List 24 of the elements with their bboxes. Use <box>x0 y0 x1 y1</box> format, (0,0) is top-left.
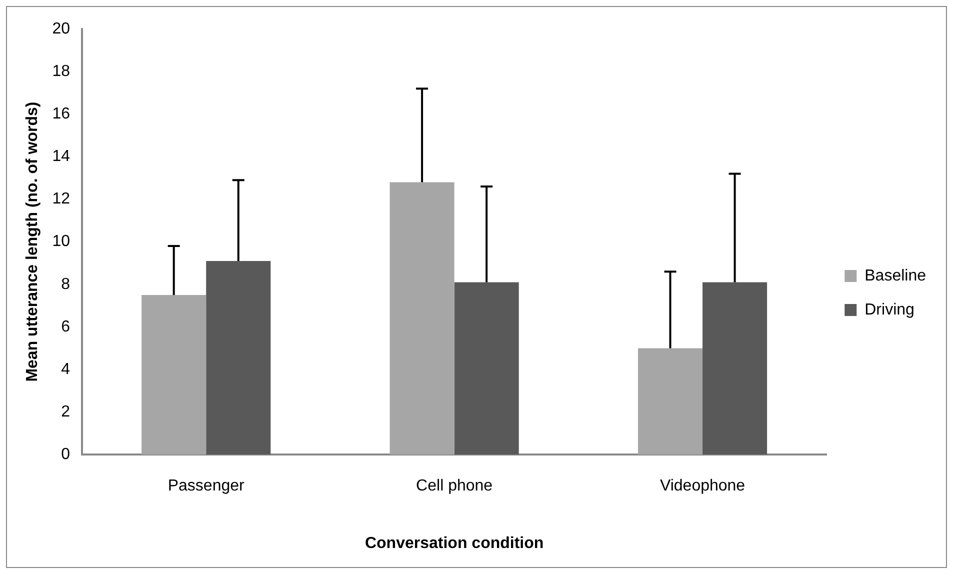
x-tick-label: Cell phone <box>416 478 493 495</box>
legend-label: Baseline <box>864 267 926 284</box>
bar <box>454 282 519 455</box>
x-axis-title: Conversation condition <box>364 534 544 552</box>
x-tick-label: Passenger <box>168 478 246 495</box>
bar <box>142 295 206 455</box>
bar <box>206 260 271 455</box>
bar <box>390 182 454 455</box>
y-tick-label: 8 <box>61 276 70 293</box>
y-tick-label: 6 <box>61 318 70 336</box>
y-tick-label: 10 <box>52 233 70 250</box>
y-tick-label: 4 <box>61 360 70 378</box>
y-tick-label: 0 <box>61 446 70 464</box>
y-axis-title: Mean utterance length (no. of words) <box>24 102 42 382</box>
bar <box>702 282 768 455</box>
y-tick-label: 12 <box>52 190 70 208</box>
bar <box>638 348 703 455</box>
x-tick-label: Videophone <box>660 478 746 495</box>
y-tick-label: 16 <box>52 106 70 123</box>
legend-label: Driving <box>864 301 914 318</box>
y-tick-label: 20 <box>52 20 70 38</box>
y-tick-label: 14 <box>52 148 70 166</box>
y-tick-label: 18 <box>52 62 70 80</box>
y-tick-label: 2 <box>61 403 70 420</box>
